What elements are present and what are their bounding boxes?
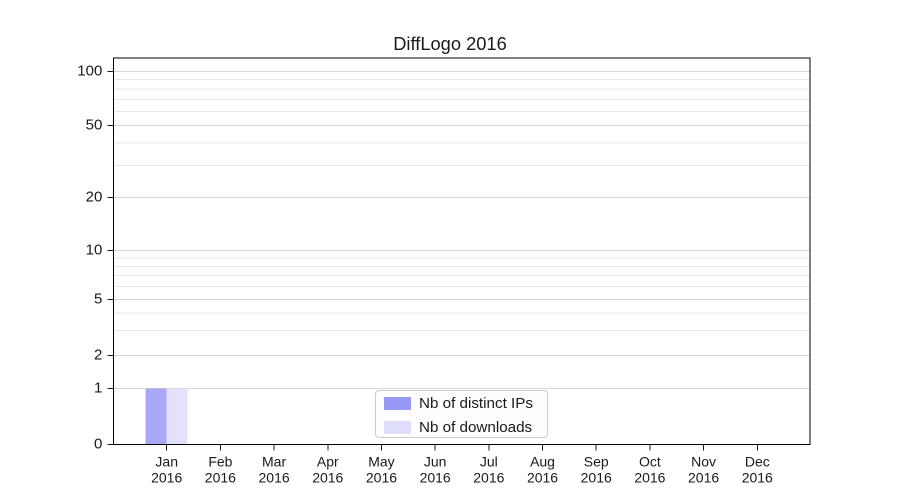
svg-text:2016: 2016 (151, 470, 182, 486)
svg-text:2016: 2016 (420, 470, 451, 486)
svg-text:2016: 2016 (527, 470, 558, 486)
svg-text:Mar: Mar (262, 454, 286, 470)
svg-text:2016: 2016 (366, 470, 397, 486)
svg-text:5: 5 (94, 291, 102, 308)
svg-text:Jul: Jul (480, 454, 498, 470)
svg-text:20: 20 (86, 189, 103, 206)
svg-text:2016: 2016 (581, 470, 612, 486)
svg-text:Feb: Feb (208, 454, 232, 470)
svg-text:May: May (368, 454, 394, 470)
svg-text:2016: 2016 (259, 470, 290, 486)
svg-text:Nov: Nov (691, 454, 716, 470)
svg-text:10: 10 (86, 242, 103, 259)
svg-text:2016: 2016 (205, 470, 236, 486)
svg-text:2016: 2016 (634, 470, 665, 486)
svg-text:Oct: Oct (639, 454, 661, 470)
svg-text:Sep: Sep (584, 454, 609, 470)
svg-text:2016: 2016 (312, 470, 343, 486)
svg-text:Jun: Jun (424, 454, 447, 470)
svg-text:2016: 2016 (688, 470, 719, 486)
svg-text:Apr: Apr (317, 454, 339, 470)
svg-text:100: 100 (77, 63, 102, 80)
svg-text:50: 50 (86, 117, 103, 134)
svg-text:1: 1 (94, 380, 102, 397)
svg-text:Jan: Jan (155, 454, 178, 470)
svg-text:2016: 2016 (473, 470, 504, 486)
svg-text:2016: 2016 (742, 470, 773, 486)
svg-text:2: 2 (94, 347, 102, 364)
svg-text:0: 0 (94, 436, 102, 453)
svg-text:Dec: Dec (745, 454, 770, 470)
svg-text:Aug: Aug (530, 454, 555, 470)
